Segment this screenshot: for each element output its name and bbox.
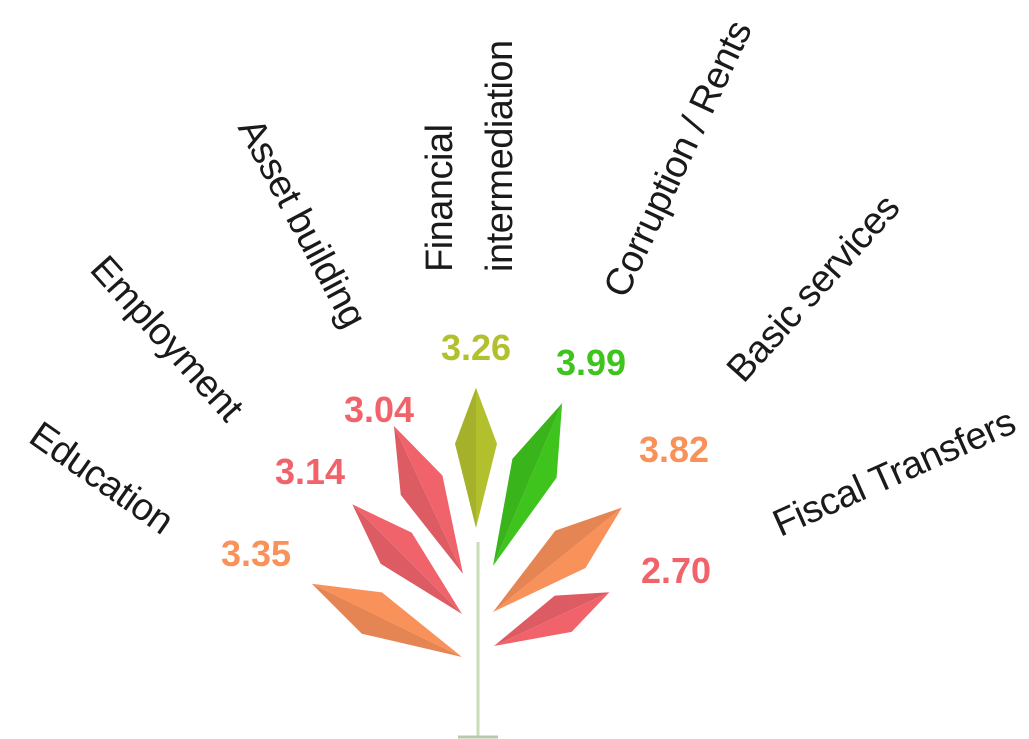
value-label-1: 3.14	[275, 451, 345, 492]
category-label-1: Employment	[82, 248, 252, 430]
value-labels: 3.35 3.14 3.04 3.26 3.99 3.82 2.70	[221, 327, 711, 591]
value-label-0: 3.35	[221, 533, 291, 574]
value-label-4: 3.99	[556, 342, 626, 383]
value-label-3: 3.26	[441, 327, 511, 368]
category-label-5: Basic services	[719, 187, 908, 390]
leaf-3-half-a	[476, 387, 497, 528]
value-label-2: 3.04	[344, 389, 414, 430]
leaves	[311, 387, 623, 657]
leaf-0-half-b	[311, 583, 462, 657]
leaf-6-half-b	[494, 592, 610, 646]
category-label-0: Education	[22, 414, 181, 543]
leaf-5-half-a	[493, 507, 623, 612]
value-label-5: 3.82	[639, 429, 709, 470]
leaf-2-half-b	[393, 425, 463, 574]
leaf-1-half-b	[352, 504, 462, 614]
category-label-3-line-1: intermediation	[479, 40, 521, 272]
leaf-4-half-b	[493, 403, 563, 566]
category-label-6: Fiscal Transfers	[767, 401, 1022, 545]
category-label-3-line-0: Financial	[419, 124, 461, 272]
stem	[458, 542, 498, 739]
category-label-2: Asset building	[229, 112, 374, 334]
value-label-6: 2.70	[641, 550, 711, 591]
leaf-5-half-b	[493, 507, 623, 612]
leaf-3-half-b	[455, 387, 476, 528]
category-label-4: Corruption / Rents	[596, 15, 761, 304]
leaf-4-half-a	[493, 403, 563, 566]
